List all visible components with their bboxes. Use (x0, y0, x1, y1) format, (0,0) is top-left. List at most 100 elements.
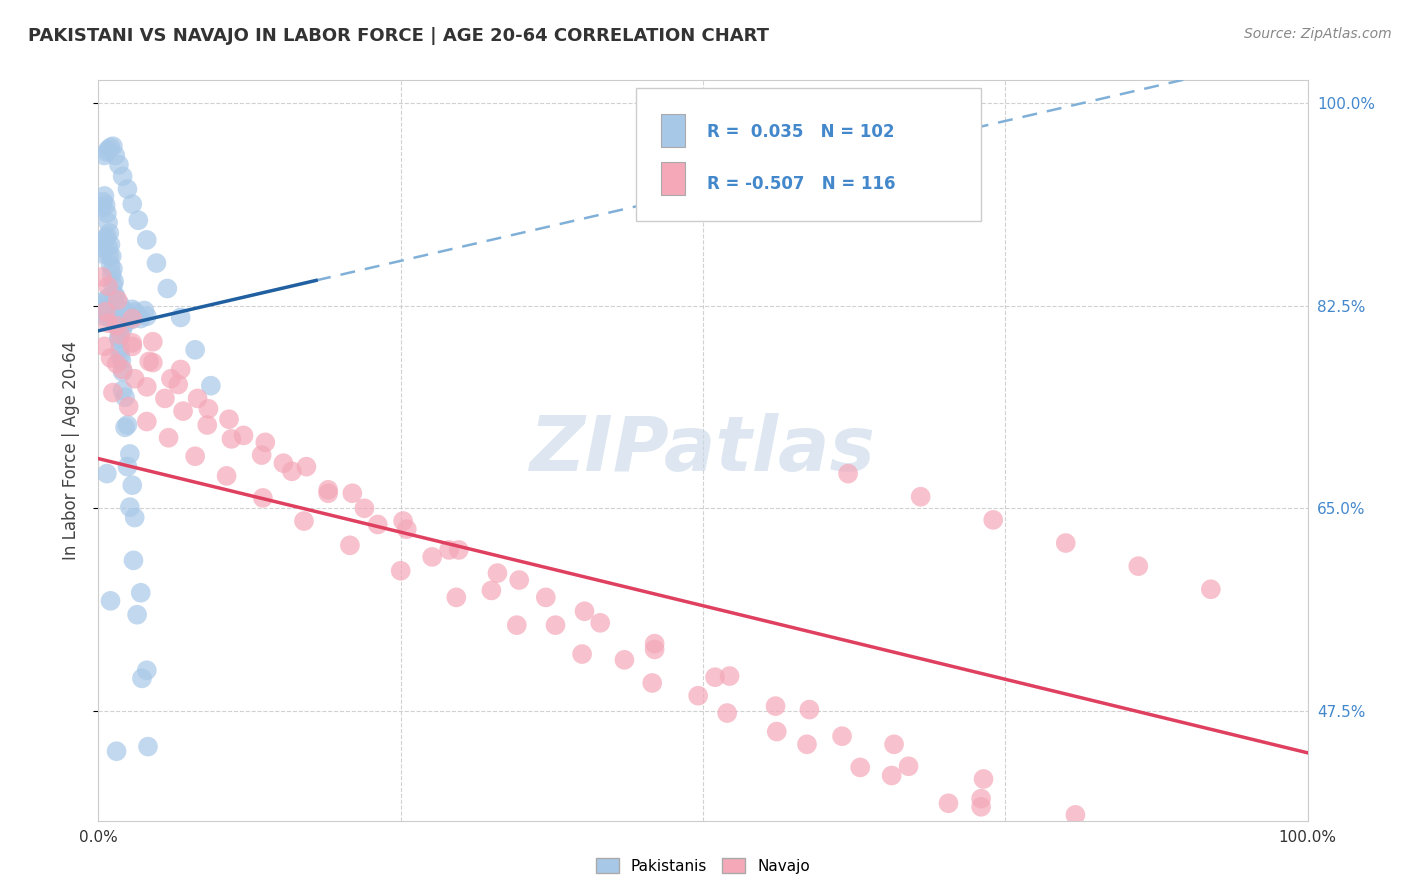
Point (96, 295, 118, 310)
Point (97, 143, 120, 157)
Point (1161, 864, 1184, 879)
Point (93, 148, 115, 162)
Point (316, 483, 339, 497)
Point (111, 365, 134, 379)
Point (96, 229, 118, 244)
Point (589, 615, 612, 630)
Point (156, 281, 179, 295)
Point (135, 663, 157, 677)
Legend: Pakistanis, Navajo: Pakistanis, Navajo (589, 852, 817, 880)
Point (135, 380, 157, 394)
Point (91, 201, 114, 215)
Point (127, 213, 149, 227)
Point (716, 706, 738, 720)
Point (129, 586, 152, 600)
Point (100, 140, 122, 154)
Point (91, 302, 114, 317)
Point (1064, 832, 1087, 847)
Point (145, 256, 167, 270)
Y-axis label: In Labor Force | Age 20-64: In Labor Force | Age 20-64 (62, 341, 80, 560)
Text: PAKISTANI VS NAVAJO IN LABOR FORCE | AGE 20-64 CORRELATION CHART: PAKISTANI VS NAVAJO IN LABOR FORCE | AGE… (28, 27, 769, 45)
Point (91, 241, 114, 255)
Point (94, 304, 117, 318)
Point (1054, 536, 1077, 550)
Point (187, 392, 209, 406)
Point (508, 573, 530, 587)
Point (108, 342, 131, 356)
Point (104, 288, 127, 302)
Point (93, 339, 115, 353)
Point (883, 737, 905, 751)
Point (101, 261, 124, 276)
Point (108, 327, 131, 342)
Point (704, 670, 727, 684)
Point (118, 500, 141, 515)
Point (105, 318, 128, 333)
Point (97, 240, 120, 254)
Point (613, 653, 636, 667)
Text: ZIPatlas: ZIPatlas (530, 414, 876, 487)
Point (295, 459, 318, 474)
Point (167, 377, 190, 392)
Point (970, 799, 993, 814)
Point (138, 354, 160, 368)
Point (96, 467, 118, 481)
Point (218, 412, 240, 426)
Point (127, 308, 149, 322)
Point (114, 420, 136, 434)
Text: R =  0.035   N = 102: R = 0.035 N = 102 (707, 123, 894, 141)
Point (184, 343, 207, 357)
Point (117, 417, 139, 432)
Point (121, 478, 143, 492)
Point (98, 299, 121, 313)
Point (101, 278, 124, 293)
Point (1031, 832, 1053, 847)
Point (420, 549, 443, 564)
Point (153, 392, 176, 406)
Point (100, 249, 122, 263)
Point (534, 591, 557, 605)
Point (105, 302, 128, 317)
Text: Source: ZipAtlas.com: Source: ZipAtlas.com (1244, 27, 1392, 41)
Point (118, 310, 141, 325)
FancyBboxPatch shape (637, 87, 981, 221)
Point (105, 357, 128, 371)
Bar (661, 161, 685, 195)
Point (91, 194, 114, 209)
Point (1128, 559, 1150, 574)
Point (124, 510, 146, 524)
Point (644, 637, 666, 651)
Point (446, 591, 468, 605)
Point (100, 594, 122, 608)
Point (910, 490, 932, 504)
Point (1042, 825, 1064, 839)
Point (108, 330, 131, 344)
Text: R = -0.507   N = 116: R = -0.507 N = 116 (707, 175, 896, 193)
Point (981, 513, 1004, 527)
Point (100, 268, 122, 282)
Point (107, 316, 129, 330)
Point (100, 237, 122, 252)
Point (100, 311, 122, 326)
Point (136, 739, 159, 754)
Point (1115, 859, 1137, 873)
Point (197, 401, 219, 416)
Point (117, 459, 139, 474)
Point (100, 306, 122, 320)
Point (105, 310, 128, 324)
Point (110, 353, 132, 368)
Point (134, 303, 156, 318)
Point (970, 791, 993, 805)
Point (571, 647, 593, 661)
Point (837, 467, 859, 481)
Point (342, 486, 364, 500)
Point (121, 302, 143, 317)
Point (124, 372, 146, 386)
Point (108, 349, 131, 363)
Point (121, 197, 143, 211)
Point (108, 332, 131, 346)
Point (184, 449, 207, 463)
Point (110, 315, 132, 329)
Point (103, 275, 125, 289)
Point (97, 316, 120, 330)
